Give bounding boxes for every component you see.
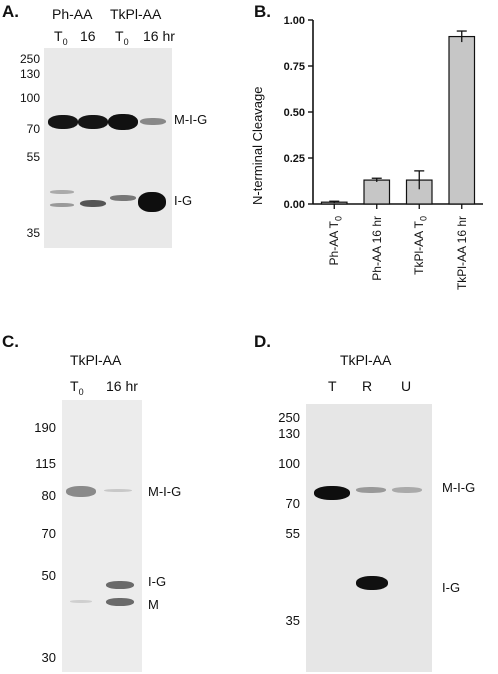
panel-c-label: C. xyxy=(2,332,19,351)
y-axis-label: N-terminal Cleavage xyxy=(250,86,265,206)
marker-label: 35 xyxy=(285,613,300,628)
gel-band xyxy=(108,114,138,130)
gel-band xyxy=(138,192,166,212)
marker-label: 115 xyxy=(35,456,56,471)
marker-label: 130 xyxy=(278,426,300,441)
gel-band xyxy=(356,576,388,590)
gel-band xyxy=(392,487,422,493)
lane-label: T0 xyxy=(70,378,84,397)
marker-label: 55 xyxy=(285,526,300,541)
y-tick-label: 1.00 xyxy=(284,15,305,27)
gel-band xyxy=(140,118,166,125)
marker-label: 250 xyxy=(278,410,300,425)
gel-band xyxy=(50,190,74,194)
band-label-i-g: I-G xyxy=(174,193,193,208)
gel-image-a xyxy=(44,48,172,248)
panel-d-title: TkPl-AA xyxy=(340,352,392,368)
marker-label: 100 xyxy=(278,456,300,471)
marker-label: 35 xyxy=(26,226,40,240)
y-tick-label: 0.00 xyxy=(284,199,305,211)
band-label-m-i-g: M-I-G xyxy=(148,484,182,499)
marker-label: 190 xyxy=(34,420,56,435)
group-label-ph-aa: Ph-AA xyxy=(52,6,93,22)
band-label-m: M xyxy=(148,597,159,612)
marker-label: 100 xyxy=(19,91,40,105)
gel-band xyxy=(106,581,134,589)
band-label-m-i-g: M-I-G xyxy=(174,112,208,127)
marker-label: 70 xyxy=(26,122,40,136)
group-label-tkpl-aa: TkPl-AA xyxy=(110,6,162,22)
y-tick-label: 0.25 xyxy=(284,153,305,165)
gel-band xyxy=(80,200,106,207)
x-tick-label: Ph-AA 16 hr xyxy=(369,216,384,281)
gel-band xyxy=(110,195,136,201)
y-tick-label: 0.75 xyxy=(284,61,305,73)
marker-label: 70 xyxy=(285,496,300,511)
gel-band xyxy=(356,487,386,493)
band-label-m-i-g: M-I-G xyxy=(442,480,476,495)
marker-label: 70 xyxy=(41,526,56,541)
lane-label: T xyxy=(328,378,337,394)
lane-label: T0 xyxy=(54,28,68,47)
band-label-i-g: I-G xyxy=(442,580,461,595)
panel-c-title: TkPl-AA xyxy=(70,352,122,368)
gel-image-d xyxy=(306,404,432,672)
lane-label: T0 xyxy=(115,28,129,47)
lane-label: 16 hr xyxy=(106,378,138,394)
gel-band xyxy=(78,115,108,129)
x-tick-label: TkPl-AA 16 hr xyxy=(454,216,469,291)
marker-label: 55 xyxy=(26,150,40,164)
gel-band xyxy=(66,486,96,497)
y-tick-label: 0.50 xyxy=(284,107,305,119)
lane-label: 16 hr xyxy=(143,28,175,44)
marker-label: 50 xyxy=(41,568,56,583)
band-label-i-g: I-G xyxy=(148,574,167,589)
panel-b-label: B. xyxy=(254,2,271,21)
gel-band xyxy=(106,598,134,606)
gel-band xyxy=(50,203,74,207)
lane-label: U xyxy=(401,378,412,394)
marker-label: 250 xyxy=(19,52,40,66)
bar-chart: 0.00 0.25 0.50 0.75 1.00 xyxy=(284,15,483,211)
x-tick-label: Ph-AA T0 xyxy=(327,216,344,266)
marker-label: 130 xyxy=(19,67,40,81)
gel-band xyxy=(70,600,92,603)
gel-band xyxy=(48,115,78,129)
gel-band xyxy=(314,486,350,500)
marker-label: 30 xyxy=(41,650,56,665)
lane-label: R xyxy=(362,378,373,394)
panel-d-label: D. xyxy=(254,332,271,351)
marker-label: 80 xyxy=(41,488,56,503)
gel-image-c xyxy=(62,400,142,672)
gel-band xyxy=(104,489,132,492)
panel-a-label: A. xyxy=(2,2,19,21)
lane-label: 16 xyxy=(80,28,96,44)
x-tick-layer: Ph-AA T0 Ph-AA 16 hr TkPl-AA T0 TkPl-AA … xyxy=(265,8,498,338)
x-tick-label: TkPl-AA T0 xyxy=(412,216,429,275)
